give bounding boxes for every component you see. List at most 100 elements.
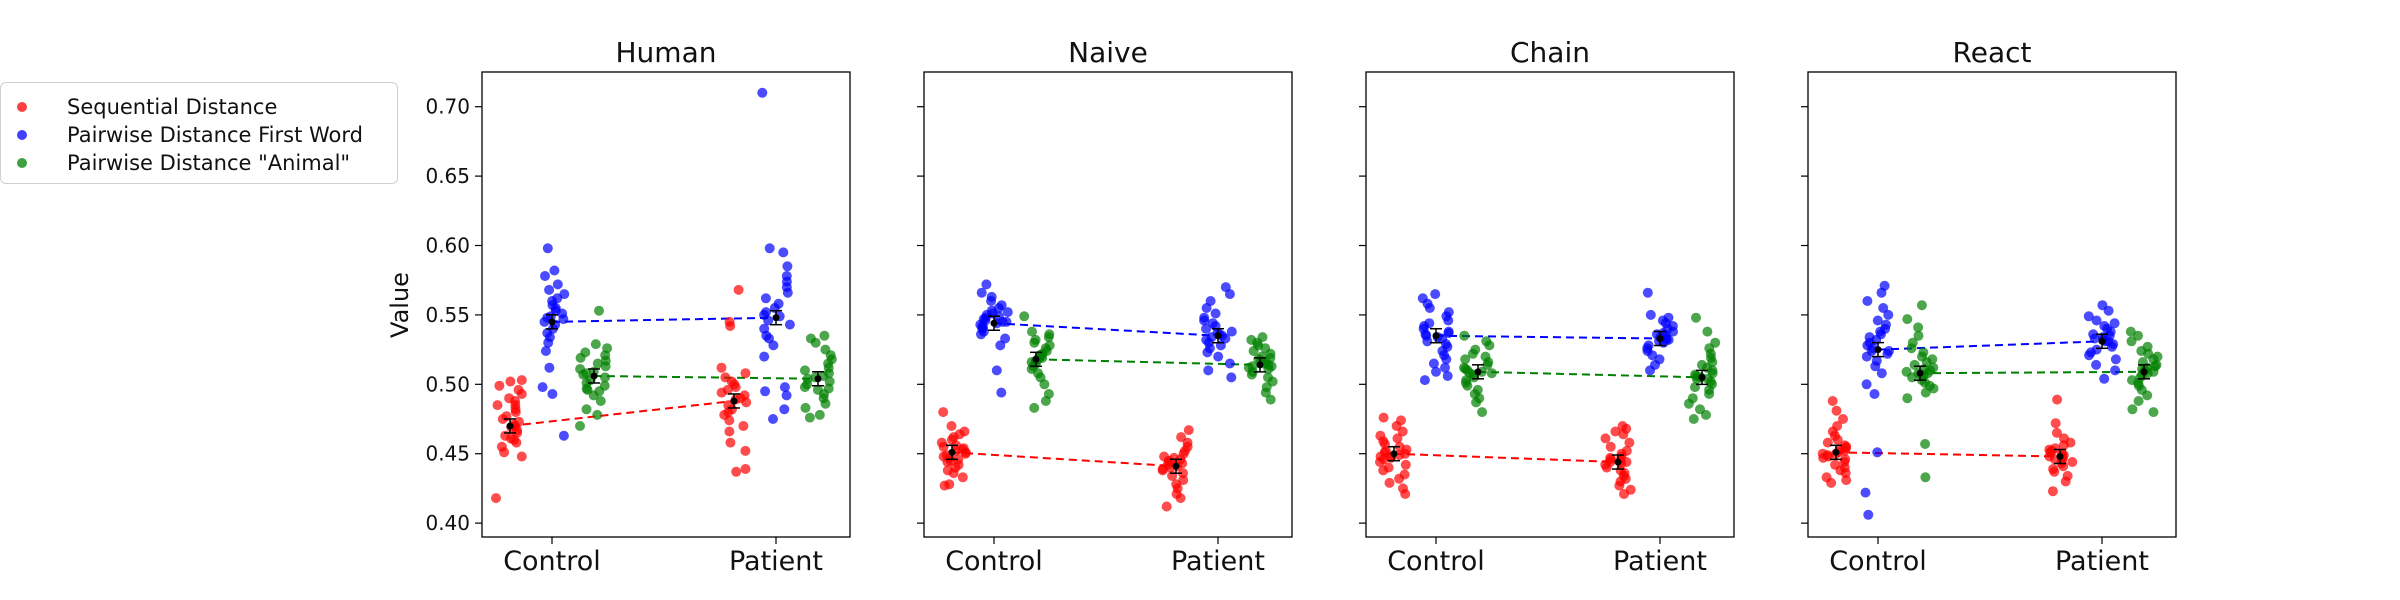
data-point-pairwise_first (1417, 293, 1428, 304)
data-point-pairwise_first (2110, 365, 2121, 376)
mean-marker (1698, 373, 1706, 381)
mean-marker (948, 448, 956, 456)
data-point-pairwise_first (757, 87, 768, 98)
legend-marker-green (17, 158, 27, 168)
data-point-pairwise_animal (1480, 351, 1491, 362)
data-point-pairwise_animal (581, 368, 592, 379)
data-point-sequential (716, 362, 727, 373)
data-point-pairwise_first (549, 265, 560, 276)
mean-marker (772, 314, 780, 322)
data-point-pairwise_animal (1246, 334, 1257, 345)
data-point-sequential (1621, 445, 1632, 456)
data-point-pairwise_first (1424, 318, 1435, 329)
data-point-sequential (1832, 421, 1843, 431)
data-point-sequential (1392, 433, 1403, 444)
data-point-sequential (725, 437, 736, 448)
data-point-sequential (936, 437, 947, 448)
data-point-sequential (2044, 451, 2055, 462)
data-point-pairwise_first (537, 382, 548, 393)
data-point-pairwise_animal (802, 373, 813, 384)
data-point-pairwise_first (2097, 300, 2108, 311)
data-point-pairwise_first (976, 287, 987, 298)
data-point-sequential (724, 426, 735, 437)
data-point-pairwise_first (1207, 318, 1218, 329)
mean-line-pairwise_animal (1919, 370, 2145, 375)
data-point-pairwise_animal (1044, 329, 1055, 340)
data-point-sequential (1624, 437, 1635, 448)
data-point-pairwise_animal (1922, 368, 1933, 379)
data-point-pairwise_animal (592, 409, 603, 420)
mean-marker (2140, 368, 2148, 376)
x-tick-label: Patient (729, 546, 823, 577)
x-tick-label: Patient (2055, 546, 2149, 577)
data-point-pairwise_first (764, 333, 774, 344)
data-point-sequential (2051, 427, 2062, 438)
data-point-pairwise_first (781, 390, 792, 401)
data-point-pairwise_animal (1902, 393, 1913, 404)
data-point-pairwise_first (996, 387, 1007, 398)
axes-frame (481, 71, 851, 538)
data-point-pairwise_first (986, 291, 997, 302)
data-point-sequential (724, 316, 735, 327)
mean-marker (1614, 458, 1622, 466)
mean-marker (1832, 448, 1840, 456)
data-point-sequential (2047, 486, 2058, 497)
data-point-pairwise_animal (1695, 404, 1705, 415)
data-point-pairwise_first (1645, 309, 1656, 320)
data-point-pairwise_animal (1486, 368, 1497, 379)
data-point-pairwise_first (1872, 447, 1883, 458)
data-point-sequential (740, 464, 751, 474)
data-point-pairwise_first (1226, 372, 1237, 383)
x-tick-label: Patient (1171, 546, 1265, 577)
data-point-pairwise_first (779, 404, 790, 415)
data-point-pairwise_animal (1697, 359, 1707, 370)
data-point-sequential (504, 393, 515, 404)
data-point-sequential (1399, 469, 1410, 480)
data-point-sequential (1169, 452, 1179, 463)
data-point-sequential (2062, 470, 2073, 481)
legend-label: Pairwise Distance First Word (67, 123, 363, 147)
data-point-pairwise_animal (1477, 407, 1488, 418)
legend-label: Sequential Distance (67, 95, 278, 119)
data-point-pairwise_first (782, 261, 793, 272)
data-point-pairwise_first (981, 279, 992, 290)
data-point-sequential (1821, 472, 1832, 483)
data-point-pairwise_first (1883, 346, 1894, 356)
data-point-pairwise_first (1442, 371, 1453, 381)
data-point-pairwise_first (1443, 307, 1454, 318)
data-point-sequential (1378, 412, 1389, 423)
legend-entry-pairwise-animal: Pairwise Distance "Animal" (17, 149, 350, 177)
mean-marker (730, 397, 738, 405)
data-point-pairwise_first (1220, 333, 1231, 344)
data-point-pairwise_first (2088, 329, 2099, 340)
data-point-pairwise_animal (2127, 375, 2137, 386)
data-point-pairwise_first (558, 430, 569, 441)
data-point-pairwise_first (540, 346, 551, 356)
data-point-pairwise_first (1643, 340, 1654, 351)
data-point-pairwise_animal (2152, 351, 2163, 362)
y-tick-label: 0.40 (425, 511, 470, 535)
x-tick-label: Patient (1613, 546, 1707, 577)
data-point-sequential (1398, 483, 1408, 494)
data-point-pairwise_first (1872, 315, 1883, 326)
data-point-sequential (1817, 448, 1828, 459)
data-point-pairwise_first (1220, 282, 1231, 293)
data-point-sequential (953, 454, 964, 465)
data-point-pairwise_first (759, 309, 770, 320)
data-point-pairwise_animal (800, 365, 810, 376)
data-point-pairwise_first (996, 300, 1007, 311)
data-point-pairwise_animal (599, 380, 610, 391)
data-point-sequential (944, 479, 955, 490)
data-point-sequential (1831, 405, 1842, 416)
data-point-pairwise_first (559, 289, 570, 300)
y-tick-label: 0.55 (425, 303, 470, 327)
data-point-pairwise_animal (800, 402, 811, 413)
data-point-pairwise_first (760, 293, 771, 304)
data-point-pairwise_first (1661, 334, 1672, 345)
data-point-pairwise_first (759, 351, 770, 362)
data-point-pairwise_first (544, 284, 555, 295)
data-point-pairwise_first (1861, 379, 1872, 390)
data-point-sequential (505, 376, 516, 387)
data-point-pairwise_animal (812, 384, 823, 395)
data-point-pairwise_animal (602, 343, 613, 354)
